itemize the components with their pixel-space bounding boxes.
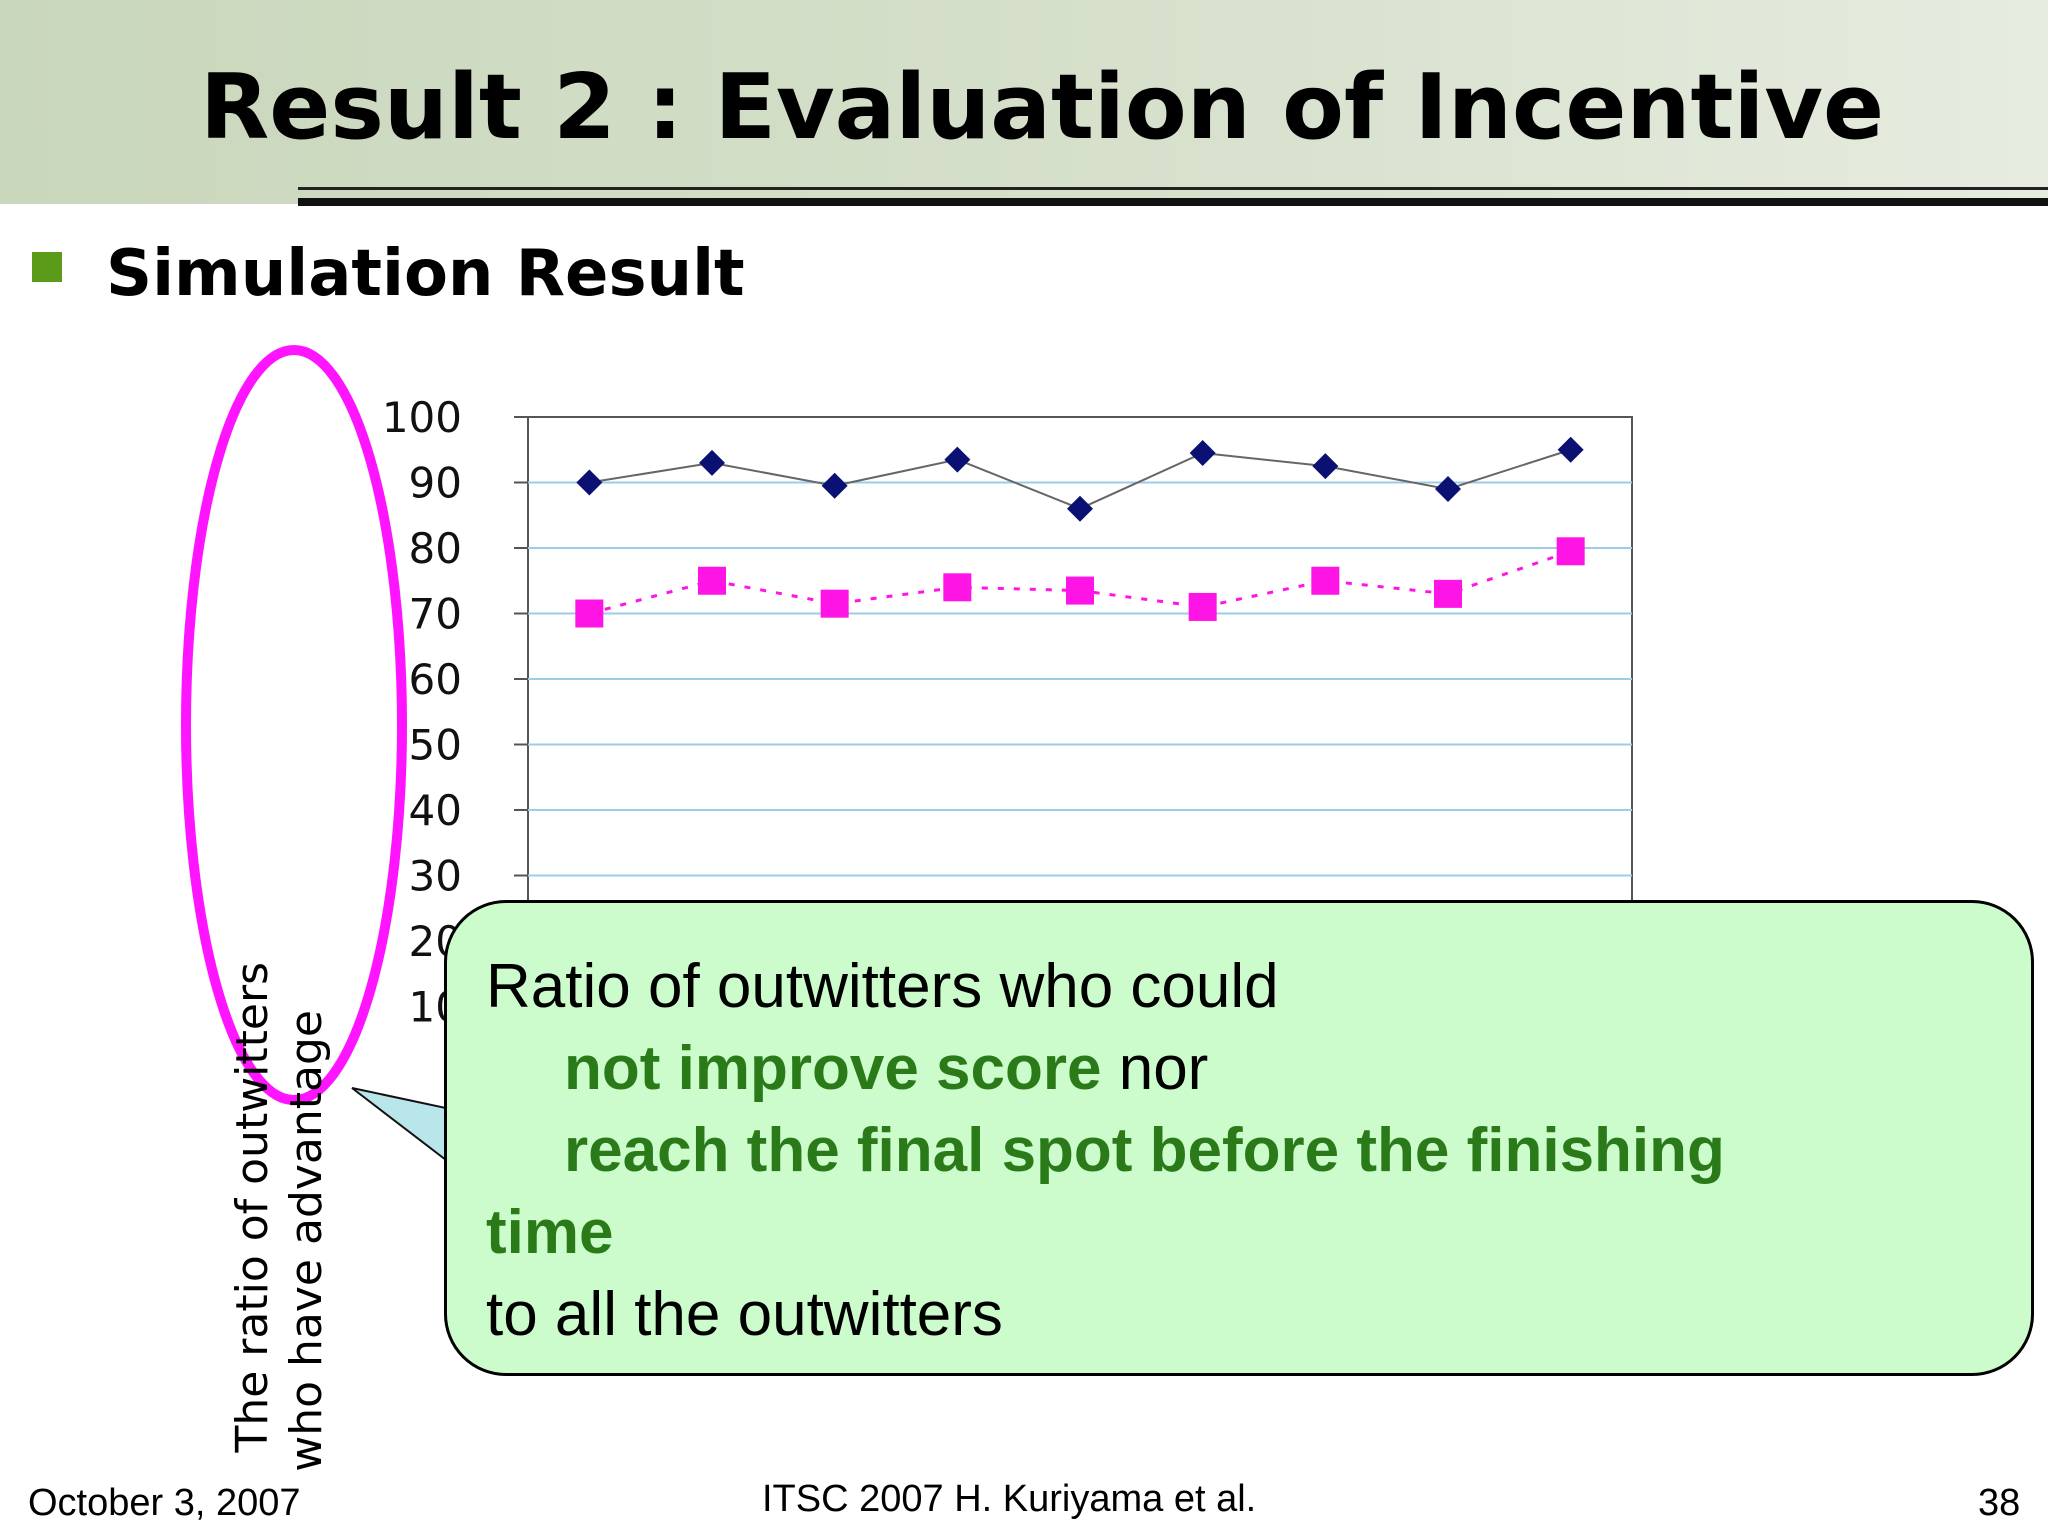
- y-tick-label: 90: [409, 459, 462, 508]
- callout-line-2: not improve score nor: [486, 1028, 1986, 1110]
- y-tick-label: 60: [409, 655, 462, 704]
- footer-citation: ITSC 2007 H. Kuriyama et al.: [762, 1478, 1257, 1520]
- y-tick-label: 80: [409, 524, 462, 573]
- series-2-point: [1556, 537, 1585, 566]
- series-2-point: [575, 599, 604, 628]
- callout-emphasis-1: not improve score: [564, 1034, 1102, 1103]
- series-2-point: [1434, 579, 1462, 608]
- callout-emphasis-2: reach the final spot before the finishin…: [564, 1116, 1725, 1185]
- y-axis-label-line2: who have advantage: [281, 1010, 332, 1472]
- series-2-point: [1066, 576, 1094, 605]
- y-tick-label: 50: [409, 721, 462, 770]
- y-tick-label: 70: [409, 590, 462, 639]
- callout-emphasis-3: time: [486, 1198, 614, 1267]
- subtitle: Simulation Result: [106, 237, 745, 311]
- series-1-point: [1435, 476, 1461, 503]
- title-rule-thick: [298, 198, 2048, 206]
- series-2-point: [698, 566, 726, 595]
- callout-text: Ratio of outwitters who could not improv…: [486, 946, 1986, 1356]
- series-2-point: [1311, 566, 1340, 595]
- highlight-ellipse: [181, 345, 407, 1105]
- y-axis-label-line1: The ratio of outwitters: [227, 962, 278, 1453]
- series-1-point: [1067, 495, 1093, 522]
- y-tick-label: 30: [409, 852, 462, 901]
- callout-box: [444, 900, 2034, 1376]
- callout-nor: nor: [1101, 1034, 1209, 1103]
- series-2-point: [820, 589, 849, 618]
- series-1-point: [699, 449, 725, 476]
- bullet-square-icon: [32, 252, 62, 282]
- series-1-point: [1312, 453, 1339, 480]
- slide-title: Result 2 : Evaluation of Incentive: [200, 55, 1885, 160]
- page-number: 38: [1978, 1482, 2021, 1524]
- y-tick-label: 100: [382, 393, 462, 442]
- series-1-point: [1189, 440, 1216, 467]
- series-1-point: [576, 469, 603, 496]
- series-1-point: [821, 472, 848, 499]
- footer-date: October 3, 2007: [28, 1482, 301, 1524]
- header-band: [0, 0, 2048, 204]
- series-2-point: [1188, 592, 1217, 621]
- title-rule-thin: [298, 187, 2048, 190]
- callout-pointer: [351, 1087, 447, 1163]
- series-1-point: [1557, 436, 1584, 463]
- series-2-point: [943, 573, 972, 602]
- y-tick-label: 40: [409, 786, 462, 835]
- callout-line-1: Ratio of outwitters who could: [486, 952, 1279, 1021]
- callout-line-last: to all the outwitters: [486, 1280, 1003, 1349]
- series-1-point: [944, 446, 971, 473]
